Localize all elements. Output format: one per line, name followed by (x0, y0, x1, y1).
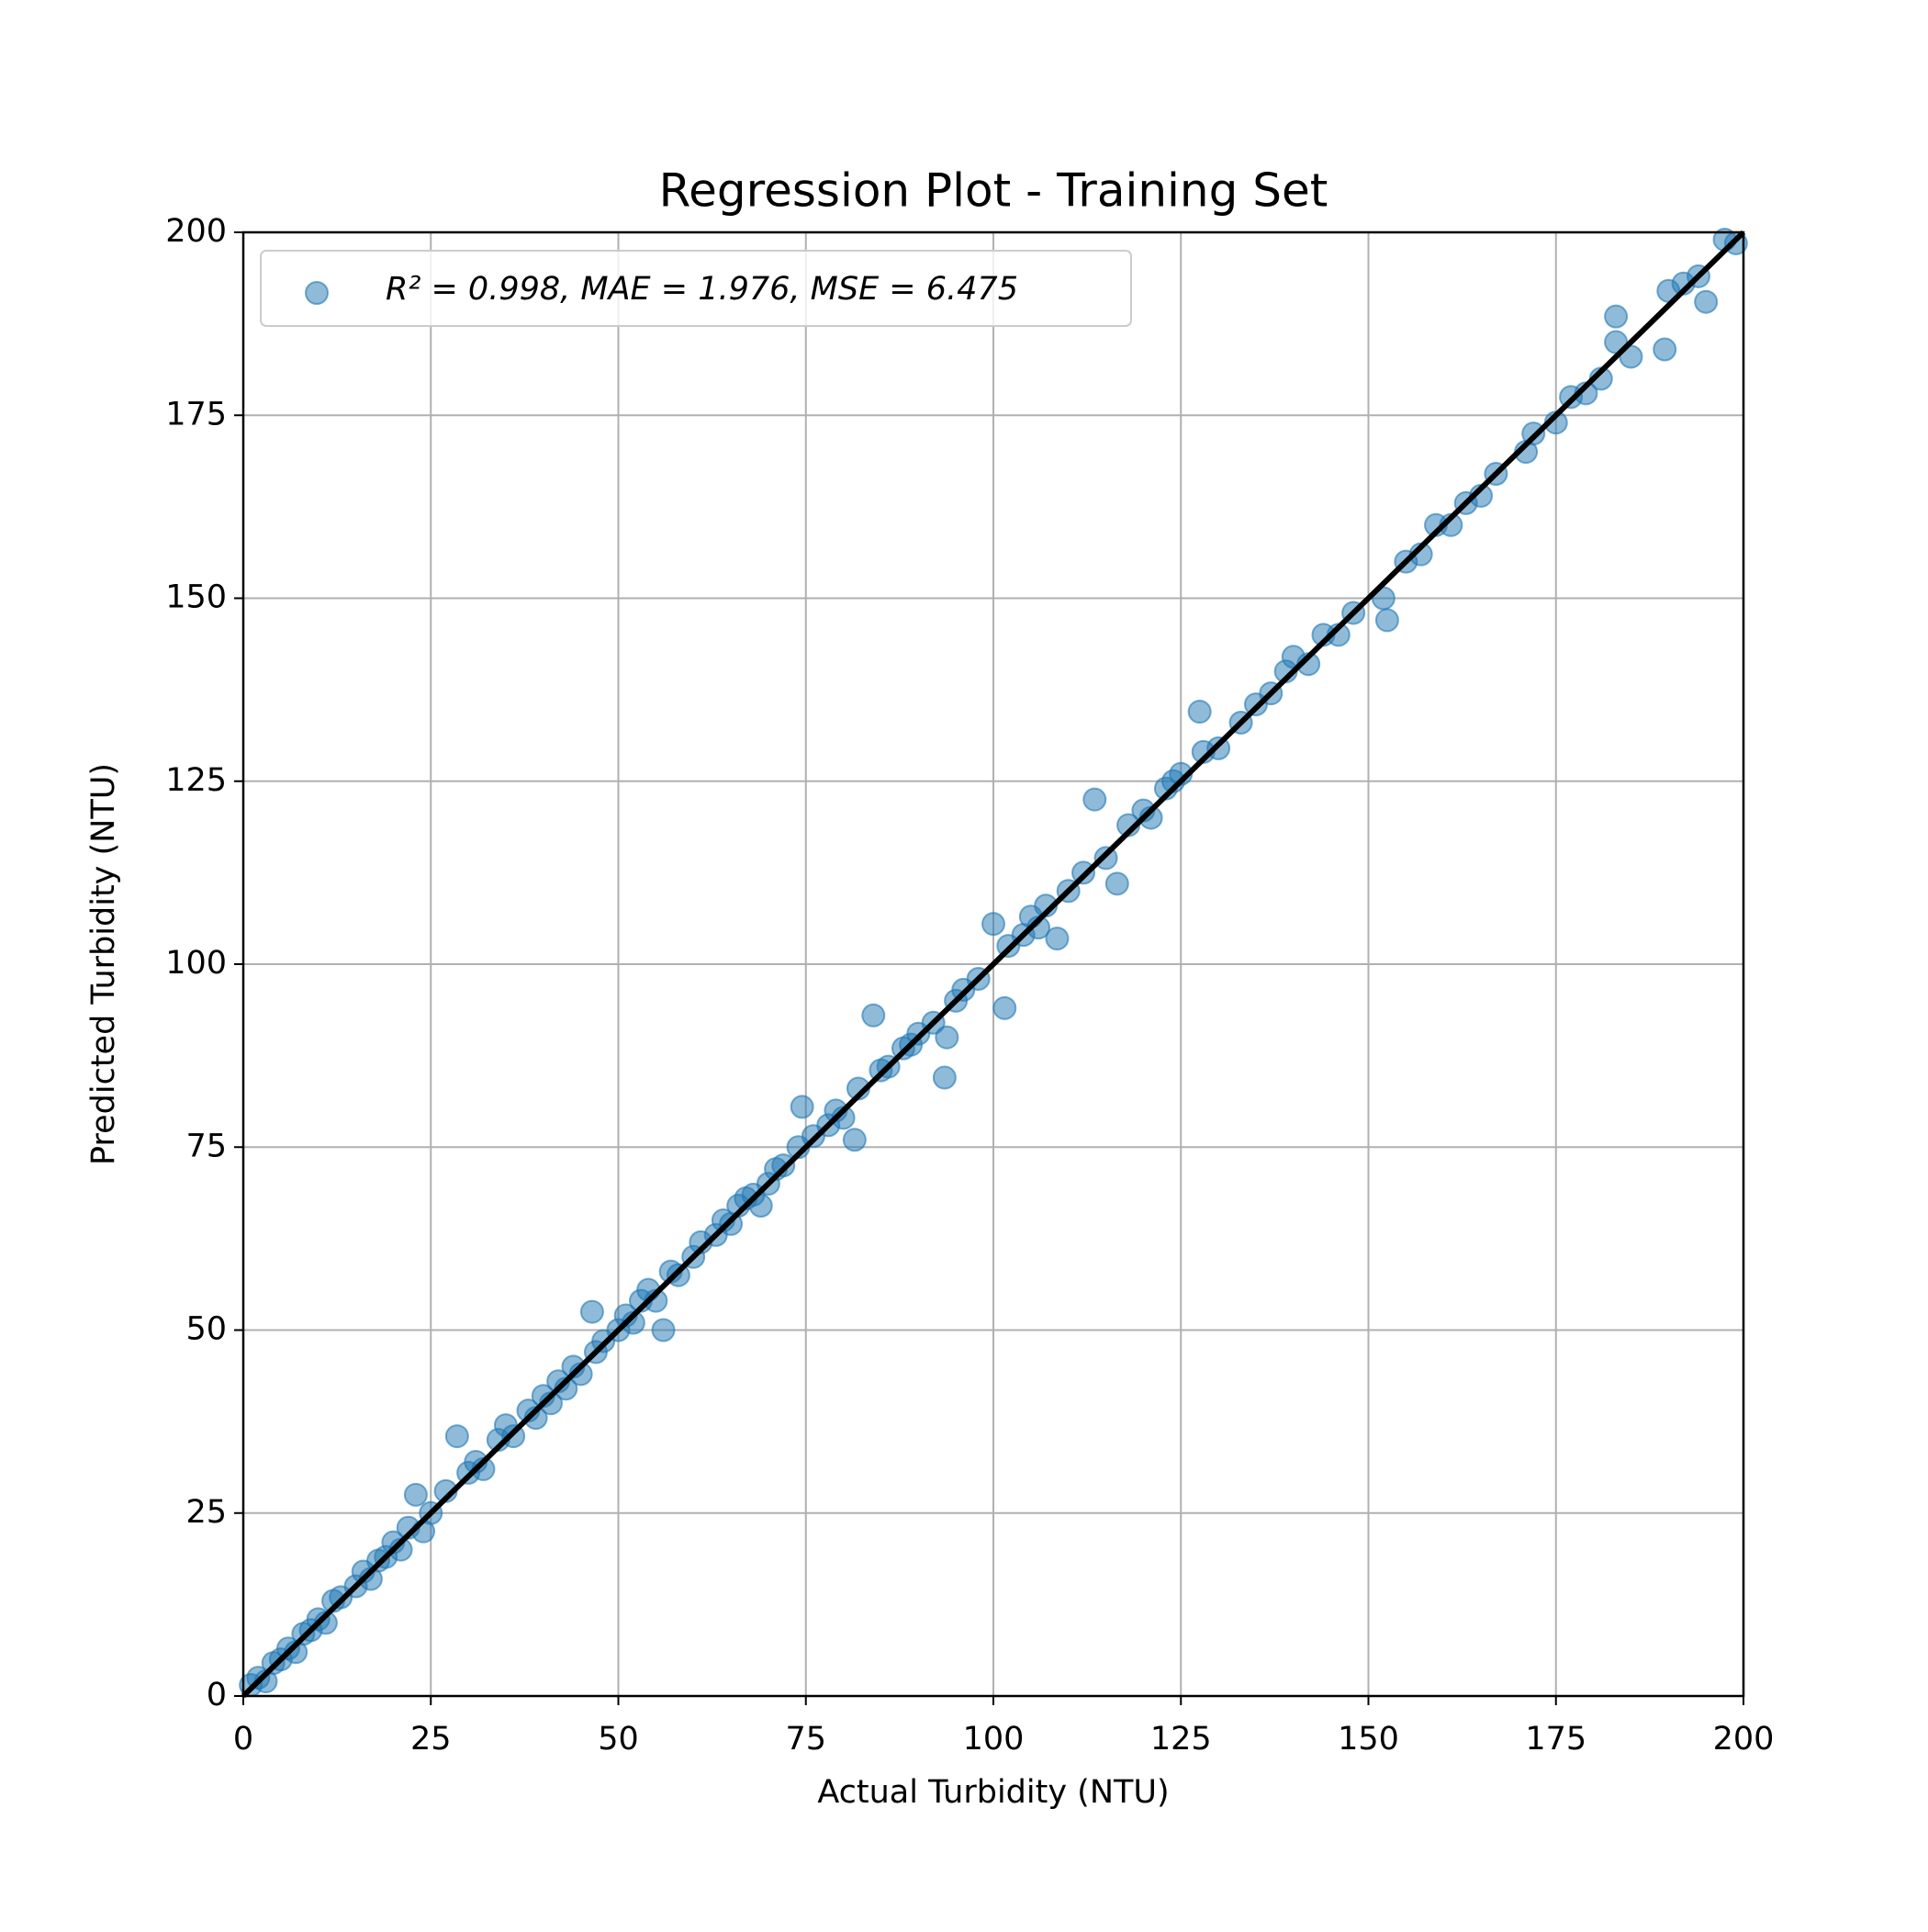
scatter-point (1653, 337, 1677, 362)
scatter-point (403, 1482, 428, 1507)
scatter-point (992, 995, 1017, 1020)
y-tick-label: 125 (165, 762, 227, 799)
y-axis-label: Predicted Turbidity (NTU) (85, 763, 122, 1165)
scatter-point (1082, 787, 1107, 812)
y-tick-label: 25 (185, 1494, 227, 1531)
y-tick-label: 75 (185, 1128, 227, 1164)
chart-title: Regression Plot - Training Set (659, 164, 1328, 218)
scatter-point (444, 1424, 469, 1449)
y-tick-label: 100 (165, 945, 227, 982)
scatter-point (932, 1065, 957, 1090)
y-tick-label: 50 (185, 1311, 227, 1348)
x-tick-label: 150 (1338, 1721, 1399, 1758)
scatter-point (1045, 927, 1070, 951)
x-tick-label: 0 (233, 1721, 253, 1758)
x-tick-label: 25 (410, 1721, 452, 1758)
scatter-point (1694, 289, 1719, 314)
scatter-point (1187, 700, 1212, 724)
scatter-point (861, 1003, 886, 1028)
legend-box (260, 250, 1132, 327)
x-tick-label: 75 (785, 1721, 826, 1758)
legend-marker (305, 281, 329, 305)
x-tick-label: 50 (598, 1721, 639, 1758)
x-tick-label: 200 (1713, 1721, 1775, 1758)
x-tick-label: 100 (963, 1721, 1025, 1758)
scatter-point (1104, 871, 1129, 896)
scatter-point (981, 912, 1005, 937)
y-tick-label: 175 (165, 396, 227, 432)
x-tick-label: 175 (1525, 1721, 1586, 1758)
scatter-point (935, 1025, 959, 1050)
y-tick-label: 150 (165, 579, 227, 616)
scatter-point (1374, 608, 1399, 633)
y-tick-label: 200 (165, 213, 227, 250)
scatter-point (651, 1318, 676, 1342)
scatter-point (790, 1095, 814, 1119)
reference-line (241, 230, 1746, 1699)
scatter-point (1604, 304, 1629, 329)
plot-frame (241, 230, 1745, 1698)
y-tick-label: 0 (207, 1677, 227, 1713)
x-tick-label: 125 (1150, 1721, 1212, 1758)
legend-label: R² = 0.998, MAE = 1.976, MSE = 6.475 (386, 271, 1018, 308)
scatter-point (842, 1128, 867, 1152)
x-axis-label: Actual Turbidity (NTU) (817, 1774, 1169, 1811)
scatter-point (579, 1299, 604, 1324)
